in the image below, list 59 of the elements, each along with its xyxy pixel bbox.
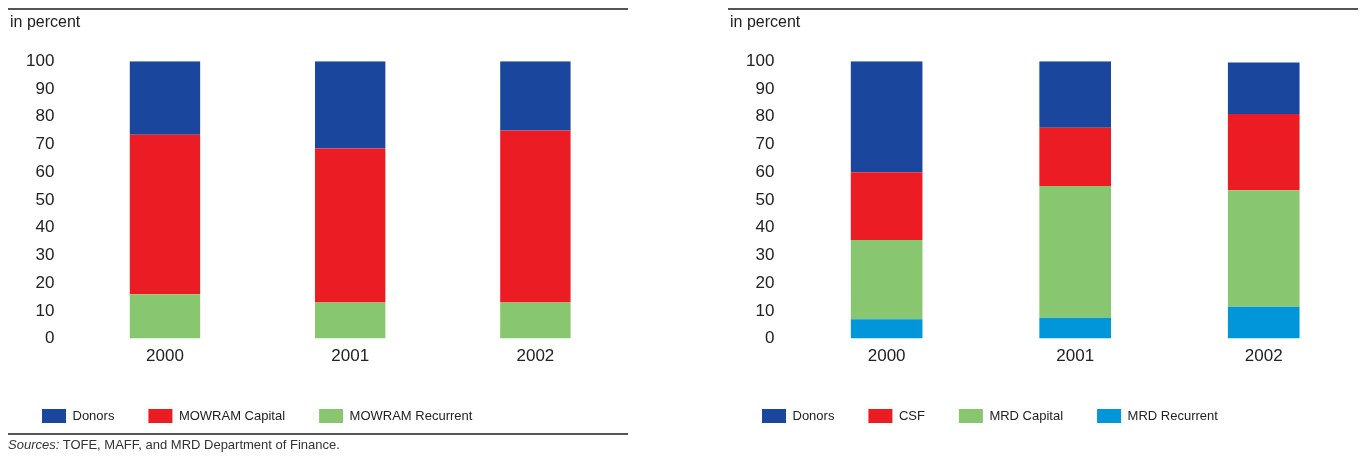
y-tick-label: 70 — [35, 134, 55, 154]
y-tick-label: 20 — [35, 272, 55, 292]
y-tick-label: 30 — [35, 245, 55, 265]
bar — [500, 130, 571, 303]
legend-label: MRD Capital — [989, 407, 1064, 423]
y-tick-label: 30 — [755, 245, 775, 265]
bar — [129, 61, 201, 135]
bar — [1039, 317, 1112, 339]
legend-label: Donors — [792, 407, 835, 423]
y-tick-label: 50 — [755, 189, 775, 209]
x-tick-label: 2001 — [331, 346, 370, 366]
bar — [850, 240, 923, 320]
y-tick-label: 20 — [755, 272, 775, 292]
legend-label: Donors — [72, 407, 115, 423]
legend-label: CSF — [898, 407, 925, 423]
x-tick-label: 2000 — [146, 346, 184, 366]
bar — [1227, 190, 1300, 307]
x-tick-label: 2001 — [1056, 346, 1095, 366]
legend-label: MOWRAM Capital — [178, 407, 286, 423]
y-axis-title: in percent — [730, 13, 802, 32]
bar — [1227, 113, 1300, 191]
bar — [314, 61, 386, 149]
y-tick-label: 80 — [755, 106, 775, 126]
y-tick-label: 70 — [755, 134, 775, 154]
y-tick-label: 90 — [755, 78, 775, 98]
source-note: Sources: TOFE, MAFF, and MRD Department of Finance. — [8, 433, 628, 452]
y-tick-label: 40 — [35, 217, 55, 237]
y-tick-label: 60 — [755, 161, 775, 181]
bar — [850, 172, 923, 241]
y-tick-label: 40 — [755, 217, 775, 237]
y-tick-label: 10 — [755, 300, 775, 320]
y-tick-label: 50 — [35, 189, 55, 209]
bar — [314, 302, 386, 339]
y-tick-label: 0 — [764, 328, 775, 348]
bar — [850, 61, 923, 173]
bar — [129, 294, 201, 339]
y-tick-label: 0 — [44, 328, 55, 348]
y-tick-label: 100 — [745, 50, 775, 70]
bar — [1227, 306, 1300, 339]
bar — [500, 302, 571, 339]
bar — [1039, 186, 1112, 318]
bar — [1039, 61, 1112, 128]
x-tick-label: 2002 — [516, 346, 555, 366]
bar — [129, 134, 201, 295]
bar — [314, 148, 386, 303]
legend-label: MOWRAM Recurrent — [349, 407, 473, 423]
legend-label: MRD Recurrent — [1127, 407, 1219, 423]
y-axis-title: in percent — [10, 13, 82, 32]
x-tick-label: 2000 — [867, 346, 906, 366]
y-tick-label: 100 — [25, 50, 55, 70]
x-tick-label: 2002 — [1244, 346, 1283, 366]
bar — [500, 61, 571, 131]
y-tick-label: 80 — [35, 106, 55, 126]
y-tick-label: 60 — [35, 161, 55, 181]
bar — [1227, 62, 1300, 114]
y-tick-label: 90 — [35, 78, 55, 98]
y-tick-label: 10 — [35, 300, 55, 320]
bar — [1039, 127, 1112, 187]
bar — [850, 319, 923, 339]
